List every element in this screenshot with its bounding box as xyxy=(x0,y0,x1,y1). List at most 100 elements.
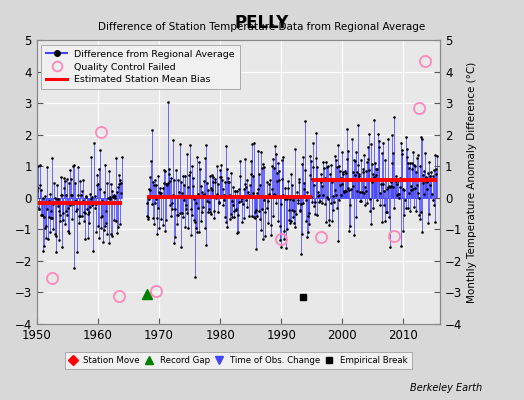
Point xyxy=(357,176,366,182)
Point xyxy=(97,214,105,220)
Point xyxy=(187,206,195,212)
Point xyxy=(319,159,328,165)
Point xyxy=(396,175,404,181)
Text: PELLY: PELLY xyxy=(235,14,289,32)
Point xyxy=(271,151,280,157)
Point xyxy=(263,205,271,212)
Point xyxy=(350,157,358,163)
Point xyxy=(265,181,274,188)
Point xyxy=(67,176,75,182)
Point xyxy=(147,194,155,200)
Point xyxy=(372,165,380,172)
Point xyxy=(50,180,58,186)
Point xyxy=(180,182,189,188)
Point xyxy=(70,265,79,271)
Point xyxy=(66,167,74,173)
Point xyxy=(328,179,336,185)
Point xyxy=(254,186,262,192)
Point xyxy=(68,216,76,222)
Point xyxy=(167,175,175,182)
Point xyxy=(232,206,241,212)
Point xyxy=(90,199,98,205)
Point xyxy=(69,162,77,169)
Point xyxy=(113,188,121,195)
Point xyxy=(420,191,428,197)
Point xyxy=(76,213,84,219)
Point xyxy=(153,231,161,238)
Point xyxy=(225,194,234,201)
Point xyxy=(160,167,168,174)
Point xyxy=(340,187,348,194)
Point xyxy=(188,183,196,190)
Point xyxy=(223,224,231,230)
Point xyxy=(146,187,154,194)
Point xyxy=(326,200,335,206)
Point xyxy=(291,224,299,230)
Point xyxy=(331,187,339,193)
Point xyxy=(408,166,417,173)
Point xyxy=(299,154,307,160)
Point xyxy=(113,230,122,236)
Point xyxy=(348,169,357,176)
Point xyxy=(184,184,192,190)
Point xyxy=(154,173,162,179)
Point xyxy=(177,178,185,185)
Point xyxy=(286,220,294,226)
Point xyxy=(256,182,265,188)
Point xyxy=(256,216,264,222)
Point xyxy=(311,199,319,205)
Point xyxy=(117,180,125,186)
Point xyxy=(67,191,75,198)
Point xyxy=(57,174,65,181)
Point xyxy=(307,194,315,200)
Point xyxy=(386,244,395,250)
Point xyxy=(339,171,347,177)
Point xyxy=(380,202,388,208)
Point xyxy=(33,204,41,210)
Point xyxy=(41,225,49,232)
Point xyxy=(387,178,395,185)
Point xyxy=(246,158,255,165)
Point xyxy=(430,167,438,174)
Point xyxy=(78,213,86,220)
Point xyxy=(358,189,366,195)
Point xyxy=(215,167,224,173)
Point xyxy=(202,142,210,148)
Point xyxy=(156,184,165,191)
Point xyxy=(170,177,178,184)
Point xyxy=(143,212,151,219)
Point xyxy=(298,160,307,167)
Point xyxy=(243,204,252,210)
Point xyxy=(286,196,294,202)
Point xyxy=(263,179,271,185)
Point xyxy=(227,170,235,176)
Point xyxy=(191,200,200,206)
Point xyxy=(71,180,79,186)
Point xyxy=(196,194,204,200)
Point xyxy=(46,228,54,235)
Point xyxy=(40,243,48,249)
Point xyxy=(390,176,399,182)
Point xyxy=(96,186,104,192)
Point xyxy=(108,193,117,199)
Point xyxy=(333,205,341,212)
Point xyxy=(49,226,58,233)
Point xyxy=(281,195,290,201)
Point xyxy=(410,163,419,169)
Point xyxy=(239,201,247,208)
Point xyxy=(238,219,246,225)
Point xyxy=(275,168,283,174)
Point xyxy=(251,209,259,215)
Point xyxy=(365,131,374,138)
Point xyxy=(381,157,389,163)
Point xyxy=(341,188,349,194)
Point xyxy=(187,231,195,238)
Point xyxy=(312,154,320,161)
Point xyxy=(195,229,203,236)
Point xyxy=(158,192,166,199)
Point xyxy=(419,180,428,186)
Point xyxy=(391,178,400,184)
Point xyxy=(394,191,402,197)
Point xyxy=(244,194,252,200)
Point xyxy=(211,176,219,182)
